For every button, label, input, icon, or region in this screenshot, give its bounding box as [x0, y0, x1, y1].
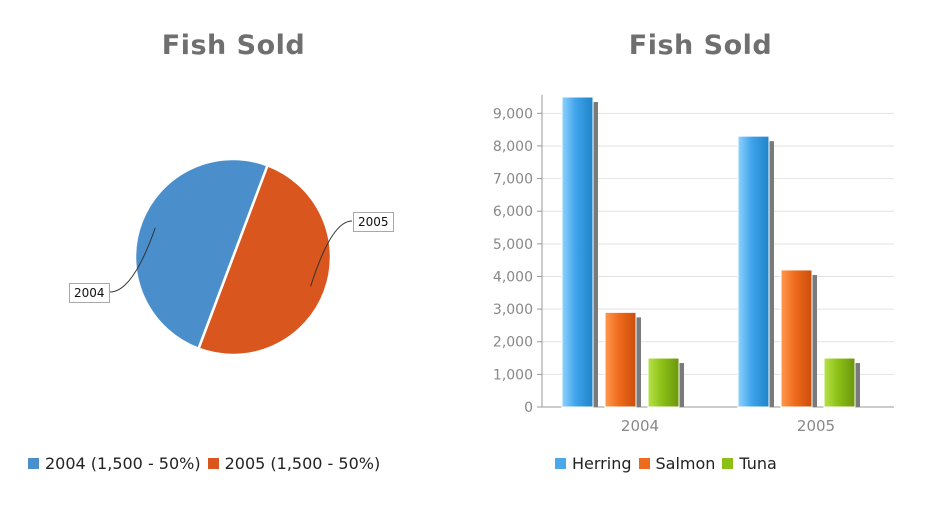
bar-salmon-2004[interactable]	[604, 311, 637, 408]
pie-slice-2004[interactable]	[133, 157, 270, 351]
legend-swatch	[207, 458, 219, 469]
y-tick-label: 4,000	[493, 269, 533, 285]
pie-leader-line	[310, 220, 353, 287]
bar-chart-title: Fish Sold	[628, 30, 773, 61]
legend-item-2005[interactable]: 2005 (1,500 - 50%)	[207, 454, 381, 473]
y-tick-label: 0	[524, 400, 533, 416]
pie-label-2004: 2004	[69, 283, 110, 303]
legend-label: 2005 (1,500 - 50%)	[224, 454, 381, 473]
pie-slice-2005[interactable]	[196, 163, 333, 357]
pie-legend: 2004 (1,500 - 50%) 2005 (1,500 - 50%)	[28, 454, 387, 473]
x-tick-label: 2005	[797, 417, 835, 435]
bar-chart-panel: Fish Sold 0 1,000 2,000 3,000 4,000 5,000 6,00…	[467, 0, 934, 516]
y-tick-label: 9,000	[493, 106, 533, 122]
legend-swatch	[28, 458, 39, 469]
pie-label-2005: 2005	[353, 212, 394, 232]
pie-chart	[109, 157, 353, 357]
bar-tuna-2004[interactable]	[647, 357, 680, 408]
y-tick-label: 3,000	[493, 302, 533, 318]
y-tick-label: 1,000	[493, 367, 533, 383]
legend-swatch	[638, 458, 650, 469]
bar-chart: 0 1,000 2,000 3,000 4,000 5,000 6,000 7,000 8,00…	[493, 95, 894, 435]
y-tick-label: 5,000	[493, 237, 533, 253]
legend-item-2004[interactable]: 2004 (1,500 - 50%)	[28, 454, 201, 473]
bar-legend: Herring Salmon Tuna	[555, 454, 784, 473]
legend-swatch	[722, 458, 734, 469]
legend-label: 2004 (1,500 - 50%)	[45, 454, 201, 473]
y-tick-label: 7,000	[493, 172, 533, 188]
bar-salmon-2005[interactable]	[780, 269, 813, 408]
legend-label: Salmon	[655, 454, 716, 473]
pie-chart-title: Fish Sold	[161, 30, 306, 61]
bar-herring-2004[interactable]	[561, 96, 594, 408]
x-tick-label: 2004	[621, 417, 659, 435]
legend-label: Herring	[572, 454, 632, 473]
legend-label: Tuna	[739, 454, 777, 473]
pie-chart-panel: Fish Sold 2004 2005 2004 (1,500 - 50%) 2…	[28, 30, 394, 473]
pie-leader-line	[109, 227, 156, 293]
legend-item-tuna[interactable]: Tuna	[722, 454, 777, 473]
bar-herring-2005[interactable]	[737, 135, 770, 408]
y-tick-label: 2,000	[493, 335, 533, 351]
legend-swatch	[555, 458, 566, 469]
legend-item-herring[interactable]: Herring	[555, 454, 632, 473]
legend-item-salmon[interactable]: Salmon	[638, 454, 716, 473]
bar-tuna-2005[interactable]	[823, 357, 856, 408]
y-tick-label: 6,000	[493, 204, 533, 220]
y-tick-label: 8,000	[493, 139, 533, 155]
